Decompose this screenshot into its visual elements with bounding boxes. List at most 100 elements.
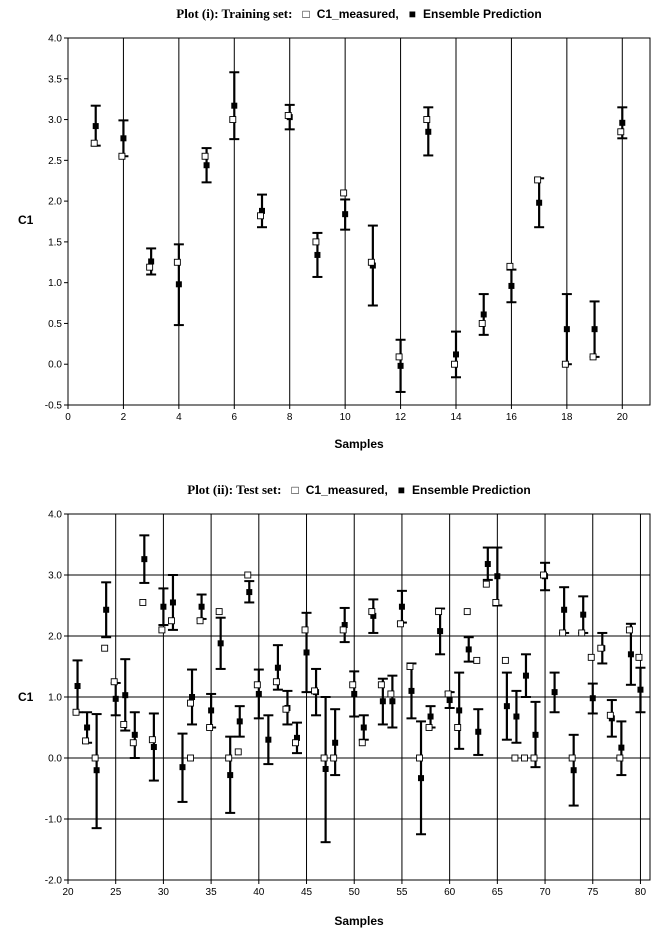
measured-marker [284, 112, 292, 119]
measured-marker [320, 754, 328, 762]
prediction-point [244, 580, 255, 604]
prediction-point [482, 546, 493, 581]
measured-marker [561, 360, 569, 368]
measured-marker [292, 739, 299, 747]
x-tick-label: 55 [396, 887, 408, 898]
x-tick-label: 65 [492, 887, 504, 898]
legend-predicted-label: Ensemble Prediction [423, 7, 542, 21]
measured-marker [234, 748, 242, 756]
predicted-marker [589, 695, 596, 702]
measured-marker [625, 626, 633, 634]
prediction-point [339, 606, 350, 644]
predicted-marker [246, 589, 253, 596]
predicted-marker [175, 281, 182, 288]
y-tick-label: -0.5 [45, 401, 63, 412]
prediction-point [416, 720, 427, 836]
predicted-marker [198, 603, 205, 610]
predicted-marker [627, 651, 634, 658]
measured-marker [597, 644, 605, 652]
prediction-point [234, 705, 245, 738]
y-tick-label: 0.5 [48, 319, 62, 330]
x-tick-label: 14 [450, 412, 462, 423]
predicted-marker [160, 603, 167, 610]
predicted-marker [536, 199, 543, 206]
measured-marker [589, 353, 597, 361]
measured-marker [187, 754, 194, 762]
x-tick-label: 18 [561, 412, 573, 423]
predicted-marker [203, 162, 210, 169]
x-tick-label: 6 [232, 412, 238, 423]
measured-marker [367, 258, 375, 266]
measured-marker [91, 754, 99, 762]
measured-marker [368, 608, 376, 616]
x-tick-label: 30 [158, 887, 170, 898]
x-tick-label: 20 [62, 887, 74, 898]
predicted-marker [427, 713, 434, 720]
plot-title: Plot (ii): Test set: □ C1_measured, ■ En… [187, 481, 530, 498]
measured-marker [530, 754, 538, 762]
data-marks [90, 71, 628, 393]
predicted-marker [314, 251, 321, 258]
prediction-point [206, 692, 217, 729]
measured-marker [196, 617, 204, 625]
predicted-marker [120, 135, 127, 142]
predicted-marker [591, 326, 598, 333]
y-tick-label: 1.5 [48, 237, 62, 248]
measured-marker [635, 653, 643, 661]
predicted-marker [446, 697, 453, 704]
predicted-marker [141, 556, 148, 563]
predicted-marker [465, 646, 472, 653]
predicted-marker [389, 698, 396, 705]
predicted-marker [169, 599, 176, 606]
y-tick-label: 2.0 [48, 632, 62, 643]
measured-marker [282, 705, 290, 713]
measured-marker [482, 580, 490, 588]
predicted-marker [503, 703, 510, 710]
prediction-point [139, 534, 150, 584]
predicted-marker [227, 772, 234, 779]
x-tick-label: 4 [176, 412, 182, 423]
predicted-marker [208, 707, 215, 714]
measured-marker [463, 608, 471, 616]
measured-marker [568, 754, 576, 762]
measured-marker [82, 737, 90, 745]
measured-marker [559, 629, 567, 637]
prediction-point [72, 659, 83, 714]
predicted-marker [322, 765, 329, 772]
measured-marker [301, 626, 309, 634]
x-tick-label: 40 [253, 887, 265, 898]
predicted-marker [231, 102, 238, 109]
predicted-marker [103, 606, 110, 613]
y-tick-label: 4.0 [48, 510, 62, 521]
prediction-point [120, 658, 131, 732]
prediction-point [506, 268, 517, 304]
measured-marker [72, 708, 80, 716]
measured-marker [206, 724, 214, 731]
measured-marker [425, 724, 433, 731]
predicted-marker [360, 724, 367, 731]
predicted-marker [351, 690, 358, 697]
measured-marker [617, 128, 625, 136]
measured-marker [158, 626, 166, 634]
measured-marker [129, 739, 137, 747]
plot-area-frame [67, 37, 651, 406]
measured-marker [339, 626, 347, 634]
x-tick-label: 2 [121, 412, 127, 423]
prediction-point [225, 735, 236, 814]
x-tick-label: 60 [444, 887, 456, 898]
measured-marker [168, 617, 175, 625]
y-tick-label: -2.0 [45, 876, 63, 887]
predicted-marker [189, 694, 196, 700]
prediction-point [358, 714, 369, 741]
prediction-point [587, 682, 598, 715]
prediction-point [559, 586, 570, 634]
predicted-marker [131, 731, 138, 738]
y-tick-label: 1.0 [48, 278, 62, 289]
prediction-point [406, 662, 417, 720]
legend-predicted-label: Ensemble Prediction [412, 483, 531, 497]
x-tick-label: 80 [635, 887, 647, 898]
prediction-point [635, 666, 646, 714]
legend-measured-label: C1_measured, [306, 483, 388, 497]
x-tick-label: 70 [539, 887, 551, 898]
